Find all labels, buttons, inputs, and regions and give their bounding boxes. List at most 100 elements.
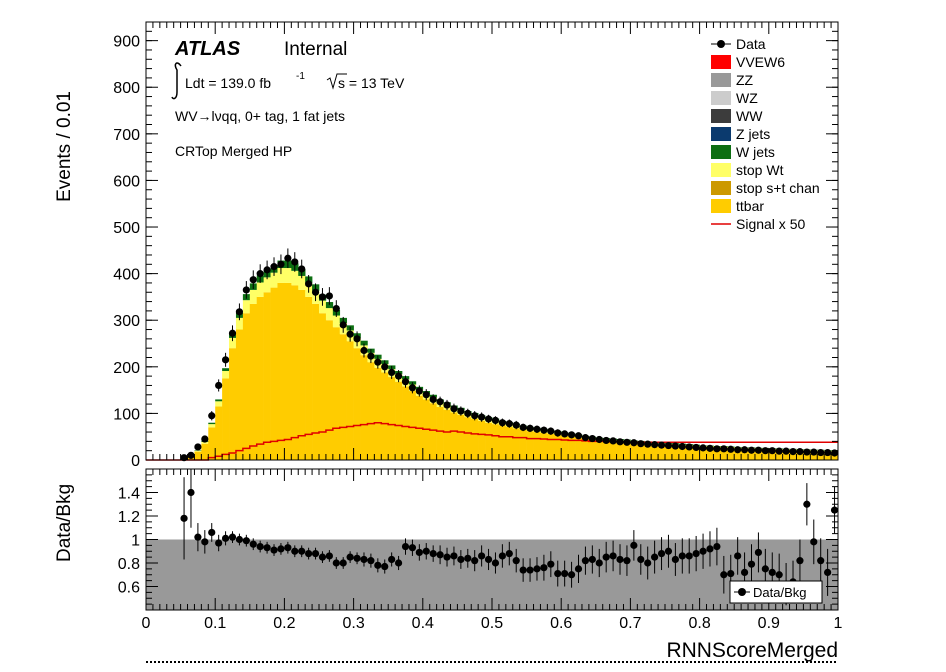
ratio-point — [491, 559, 500, 567]
ratio-point — [588, 555, 596, 564]
ratio-point — [325, 552, 333, 560]
x-tick-label: 0.1 — [204, 615, 226, 632]
ratio-point — [609, 552, 617, 560]
x-tick-label: 0.7 — [619, 615, 641, 632]
legend-label: WZ — [736, 90, 758, 106]
stack-bar-ttbar — [229, 348, 237, 460]
data-point — [561, 430, 569, 438]
data-point — [554, 429, 562, 437]
atlas-label: ATLAS — [174, 38, 241, 60]
ratio-point — [505, 550, 513, 558]
ratio-point — [353, 554, 361, 562]
ratio-point — [235, 535, 244, 544]
stack-bar-stop-wt — [291, 270, 299, 286]
stack-bar-w-jets — [208, 422, 216, 425]
stack-bar-ttbar — [561, 435, 569, 460]
data-point — [208, 412, 216, 420]
ratio-point — [651, 553, 659, 561]
legend-item-signal-x-50: Signal x 50 — [711, 216, 805, 232]
data-point — [249, 276, 257, 284]
data-point — [256, 270, 264, 278]
legend-swatch — [711, 145, 731, 159]
x-tick-label: 0.3 — [342, 615, 364, 632]
ratio-point — [332, 559, 340, 567]
stack-bar-stop-wt — [270, 272, 278, 288]
stack-bar-ttbar — [713, 447, 721, 460]
stack-bar-stop-wt — [263, 277, 271, 293]
stack-bar-ttbar — [471, 419, 479, 460]
stack-bar-ttbar — [775, 449, 783, 460]
x-tick-label: 0.5 — [481, 615, 503, 632]
stack-bar-ttbar — [291, 285, 299, 460]
legend-item-ww: WW — [711, 108, 763, 124]
data-point — [574, 432, 583, 440]
stack-bar-stop-wt — [319, 300, 327, 314]
ratio-point — [567, 571, 576, 579]
stack-bar-stop-wt — [208, 424, 216, 428]
data-point — [644, 440, 652, 448]
ratio-point — [228, 533, 237, 541]
data-point — [422, 391, 430, 399]
ratio-point — [747, 560, 756, 568]
ratio-point — [678, 552, 686, 560]
ratio-point — [422, 547, 430, 555]
ratio-point — [256, 542, 264, 551]
stack-bar-ttbar — [402, 386, 410, 460]
legend-label: WW — [736, 108, 763, 124]
data-point — [782, 447, 790, 455]
stack-bar-ttbar — [519, 429, 527, 460]
data-point — [824, 448, 832, 457]
stack-bar-ttbar — [464, 417, 472, 460]
ratio-point — [630, 541, 638, 549]
stack-bar-ttbar — [602, 440, 610, 460]
stack-bar-stop-wt — [277, 268, 285, 283]
ratio-point — [201, 538, 209, 546]
stack-bar-ttbar — [630, 442, 638, 460]
ratio-point — [644, 559, 652, 567]
ratio-point — [187, 488, 195, 497]
legend-label: Data — [736, 36, 766, 52]
data-point — [367, 352, 375, 360]
data-point — [699, 444, 707, 452]
data-point — [270, 263, 278, 271]
data-point — [623, 438, 631, 446]
channel-label: WV→lνqq, 0+ tag, 1 fat jets — [175, 108, 345, 124]
data-point — [305, 280, 313, 288]
data-point — [747, 446, 756, 454]
y-tick-label: 900 — [113, 34, 140, 51]
stack-bar-w-jets — [222, 368, 230, 372]
legend-swatch — [711, 91, 731, 105]
data-point — [651, 441, 659, 449]
ratio-point — [616, 555, 624, 564]
atlas-status-label: Internal — [284, 39, 347, 60]
data-point — [671, 442, 679, 450]
ratio-point — [554, 569, 562, 578]
stack-bar-ttbar — [319, 313, 327, 460]
data-point — [616, 438, 624, 446]
ratio-point — [208, 528, 216, 537]
sqrt-sign-icon — [326, 73, 347, 90]
x-tick-label: 0.2 — [273, 615, 295, 632]
stack-bar-stop-wt — [249, 289, 258, 304]
data-point — [692, 443, 700, 452]
stack-bar-ttbar — [616, 441, 624, 460]
ratio-point — [657, 550, 666, 558]
data-point — [685, 443, 693, 451]
stack-bar-stop-wt — [332, 315, 341, 328]
data-point — [678, 442, 686, 451]
stack-bar-ttbar — [408, 391, 417, 460]
data-point — [519, 423, 527, 431]
stack-bar-ttbar — [339, 334, 347, 460]
ratio-point — [754, 548, 763, 557]
ratio-point — [339, 559, 347, 567]
y-tick-label: 100 — [113, 406, 140, 423]
ratio-point — [291, 547, 299, 555]
legend-label: stop s+t chan — [736, 180, 820, 196]
luminosity-exponent: -1 — [296, 71, 305, 82]
ratio-point — [817, 557, 825, 565]
stack-bar-w-jets — [215, 399, 223, 402]
legend-swatch — [711, 109, 731, 123]
ratio-point — [519, 566, 527, 574]
ratio-point — [761, 565, 769, 573]
ratio-point — [803, 500, 811, 508]
